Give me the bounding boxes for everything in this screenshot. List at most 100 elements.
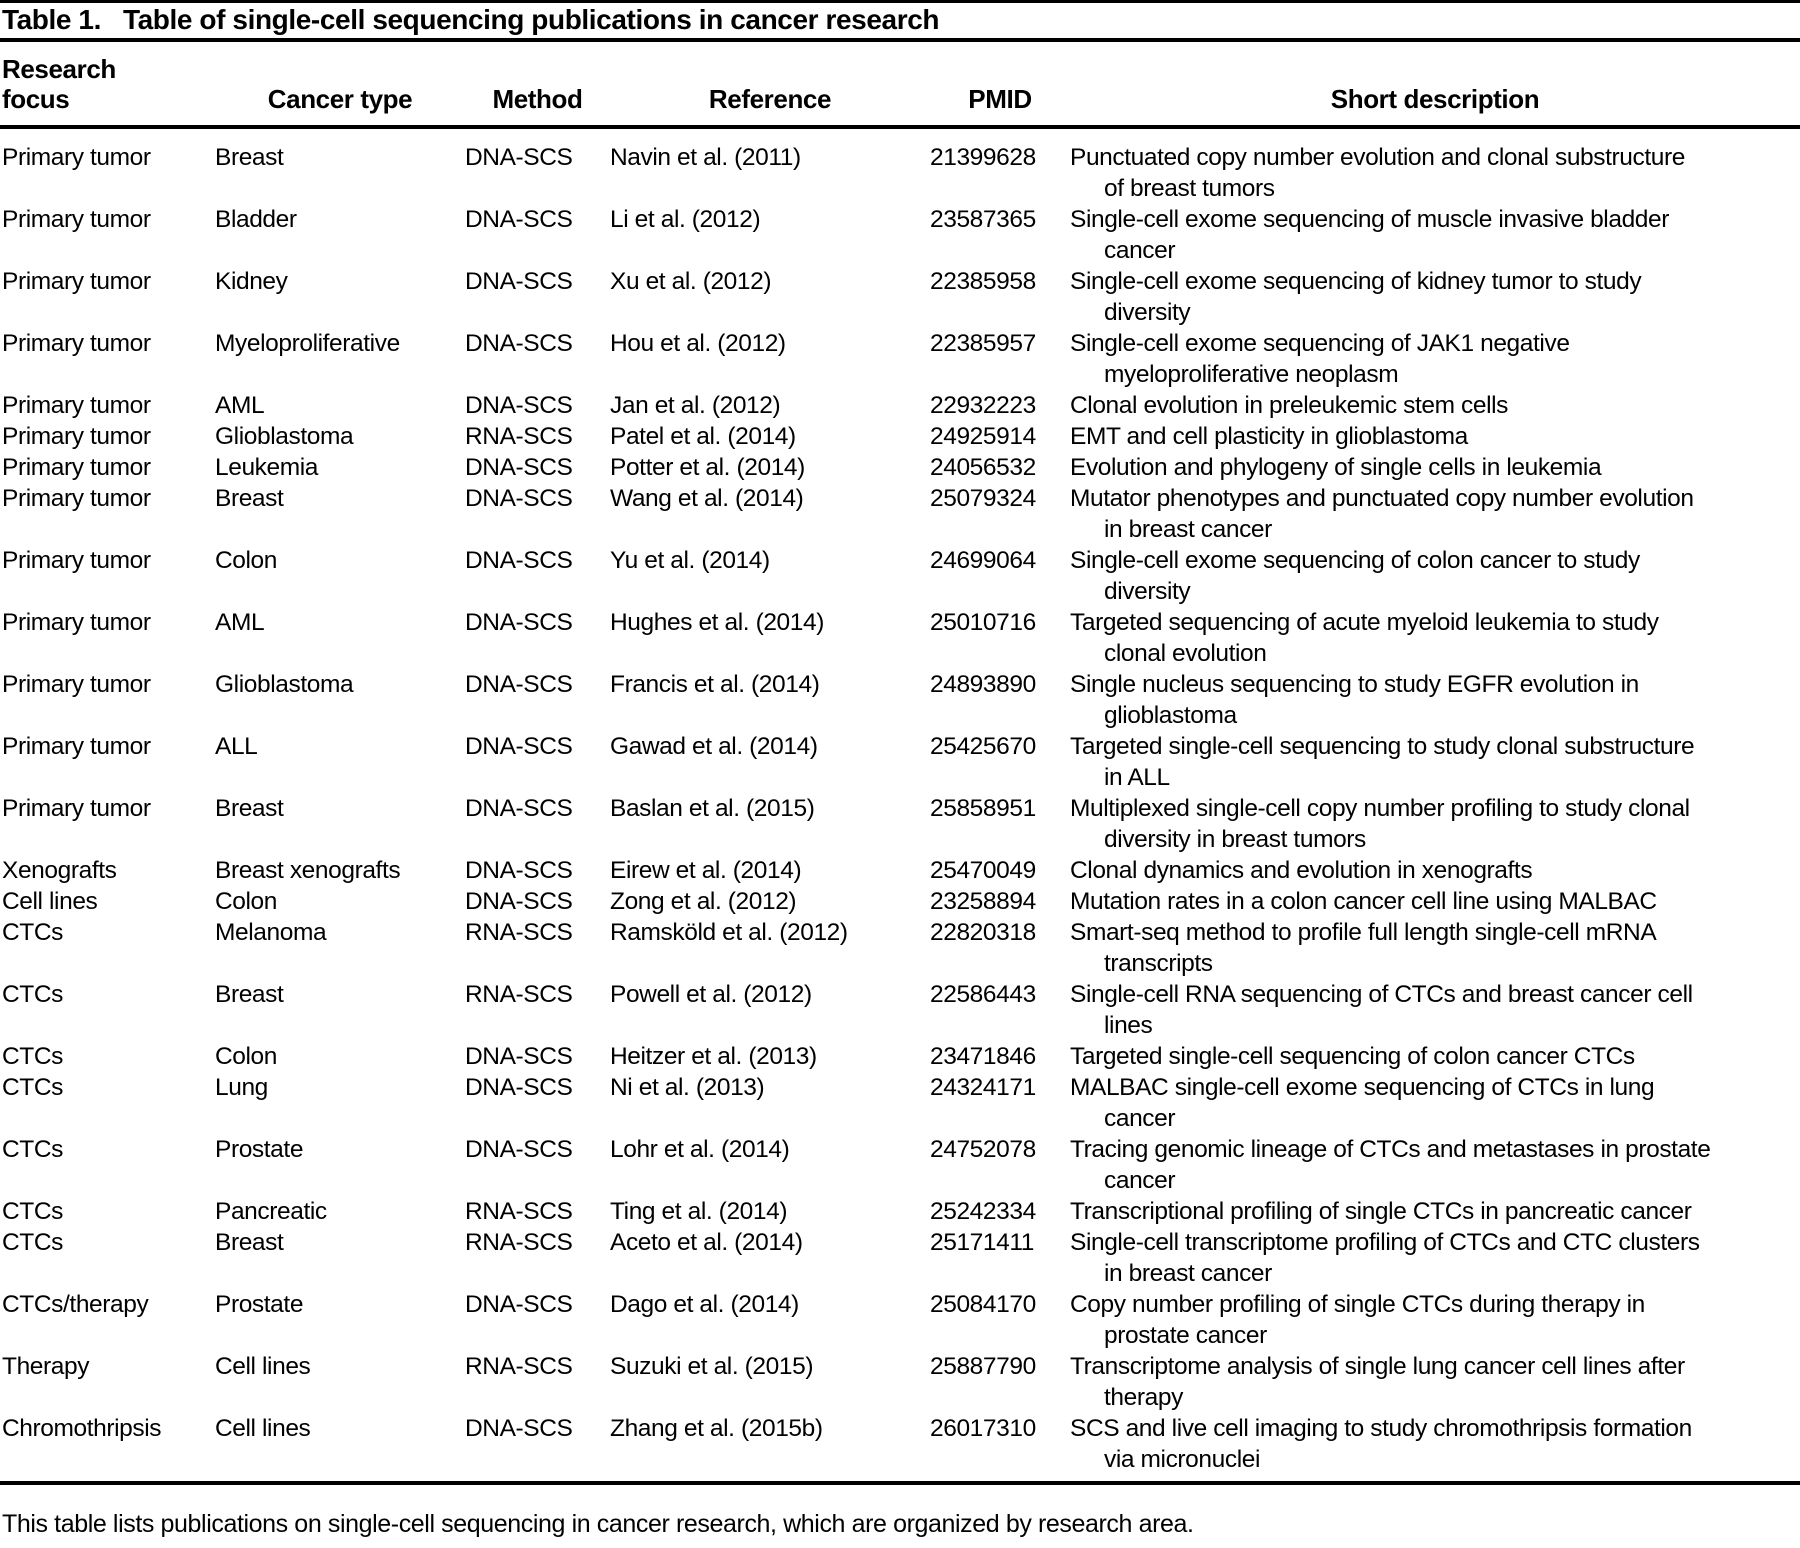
cell-pmid: 24056532: [930, 454, 1036, 481]
cell-pmid: 21399628: [930, 144, 1036, 171]
cell-method: RNA-SCS: [465, 1353, 573, 1380]
cell-method: RNA-SCS: [465, 423, 573, 450]
cell-method: DNA-SCS: [465, 1074, 573, 1101]
cell-pmid: 23471846: [930, 1043, 1036, 1070]
cell-method: DNA-SCS: [465, 144, 573, 171]
table-row: Primary tumor Glioblastoma DNA-SCS Franc…: [0, 669, 1800, 731]
cell-short-description: Copy number profiling of single CTCs dur…: [1070, 1291, 1645, 1349]
table-row: CTCs Breast RNA-SCS Powell et al. (2012)…: [0, 979, 1800, 1041]
table-row: CTCs Lung DNA-SCS Ni et al. (2013) 24324…: [0, 1072, 1800, 1134]
cell-method: DNA-SCS: [465, 268, 573, 295]
column-header-pmid: PMID: [930, 42, 1070, 129]
table-title: Table of single-cell sequencing publicat…: [122, 4, 940, 35]
cell-reference: Navin et al. (2011): [610, 144, 801, 171]
column-header-short-description: Short description: [1070, 42, 1800, 129]
cell-pmid: 22820318: [930, 919, 1036, 946]
cell-pmid: 25242334: [930, 1198, 1036, 1225]
cell-pmid: 24752078: [930, 1136, 1036, 1163]
cell-reference: Zong et al. (2012): [610, 888, 797, 915]
cell-short-description: Multiplexed single-cell copy number prof…: [1070, 795, 1690, 853]
table-row: CTCs Colon DNA-SCS Heitzer et al. (2013)…: [0, 1041, 1800, 1072]
table-row: Primary tumor Breast DNA-SCS Wang et al.…: [0, 483, 1800, 545]
table-row: Cell lines Colon DNA-SCS Zong et al. (20…: [0, 886, 1800, 917]
cell-research-focus: CTCs: [2, 1229, 64, 1256]
cell-reference: Ting et al. (2014): [610, 1198, 788, 1225]
cell-cancer-type: Cell lines: [215, 1353, 311, 1380]
cell-method: DNA-SCS: [465, 454, 573, 481]
cell-short-description: Targeted single-cell sequencing to study…: [1070, 733, 1695, 791]
cell-research-focus: Primary tumor: [2, 423, 151, 450]
cell-short-description: SCS and live cell imaging to study chrom…: [1070, 1415, 1692, 1473]
cell-cancer-type: Myeloproliferative: [215, 330, 400, 357]
cell-research-focus: CTCs/therapy: [2, 1291, 149, 1318]
cell-research-focus: CTCs: [2, 1074, 64, 1101]
cell-method: DNA-SCS: [465, 795, 573, 822]
cell-short-description: Single-cell transcriptome profiling of C…: [1070, 1229, 1700, 1287]
cell-cancer-type: Pancreatic: [215, 1198, 327, 1225]
cell-cancer-type: Prostate: [215, 1136, 304, 1163]
cell-research-focus: CTCs: [2, 981, 64, 1008]
cell-short-description: Mutation rates in a colon cancer cell li…: [1070, 888, 1657, 915]
cell-pmid: 26017310: [930, 1415, 1036, 1442]
table-row: Xenografts Breast xenografts DNA-SCS Eir…: [0, 855, 1800, 886]
cell-reference: Francis et al. (2014): [610, 671, 820, 698]
cell-method: DNA-SCS: [465, 1291, 573, 1318]
cell-short-description: Single-cell exome sequencing of muscle i…: [1070, 206, 1670, 264]
cell-pmid: 25887790: [930, 1353, 1036, 1380]
cell-cancer-type: AML: [215, 609, 265, 636]
cell-method: DNA-SCS: [465, 609, 573, 636]
cell-cancer-type: Breast xenografts: [215, 857, 401, 884]
cell-method: RNA-SCS: [465, 1229, 573, 1256]
cell-short-description: Targeted sequencing of acute myeloid leu…: [1070, 609, 1659, 667]
table-row: Primary tumor Bladder DNA-SCS Li et al. …: [0, 204, 1800, 266]
cell-cancer-type: Colon: [215, 888, 278, 915]
cell-pmid: 23587365: [930, 206, 1036, 233]
cell-reference: Dago et al. (2014): [610, 1291, 799, 1318]
cell-pmid: 22586443: [930, 981, 1036, 1008]
cell-reference: Hou et al. (2012): [610, 330, 786, 357]
table-row: CTCs Prostate DNA-SCS Lohr et al. (2014)…: [0, 1134, 1800, 1196]
cell-short-description: EMT and cell plasticity in glioblastoma: [1070, 423, 1468, 450]
table-row: CTCs Melanoma RNA-SCS Ramsköld et al. (2…: [0, 917, 1800, 979]
cell-pmid: 25470049: [930, 857, 1036, 884]
cell-cancer-type: Breast: [215, 485, 284, 512]
cell-method: DNA-SCS: [465, 485, 573, 512]
cell-short-description: Transcriptional profiling of single CTCs…: [1070, 1198, 1692, 1225]
cell-research-focus: Primary tumor: [2, 144, 151, 171]
column-header-research-focus: Research focus: [0, 42, 215, 129]
cell-pmid: 24324171: [930, 1074, 1036, 1101]
cell-short-description: Single nucleus sequencing to study EGFR …: [1070, 671, 1639, 729]
cell-reference: Baslan et al. (2015): [610, 795, 815, 822]
cell-method: DNA-SCS: [465, 547, 573, 574]
cell-pmid: 25010716: [930, 609, 1036, 636]
cell-pmid: 23258894: [930, 888, 1036, 915]
cell-reference: Ramsköld et al. (2012): [610, 919, 848, 946]
cell-pmid: 22932223: [930, 392, 1036, 419]
cell-cancer-type: Leukemia: [215, 454, 319, 481]
cell-research-focus: Primary tumor: [2, 268, 151, 295]
header-row: Research focus Cancer type Method Refere…: [0, 42, 1800, 129]
column-header-reference: Reference: [610, 42, 930, 129]
table-row: Primary tumor ALL DNA-SCS Gawad et al. (…: [0, 731, 1800, 793]
cell-pmid: 24925914: [930, 423, 1036, 450]
cell-method: DNA-SCS: [465, 206, 573, 233]
table-row: Primary tumor Myeloproliferative DNA-SCS…: [0, 328, 1800, 390]
cell-method: DNA-SCS: [465, 857, 573, 884]
cell-pmid: 25171411: [930, 1229, 1034, 1256]
table-row: Chromothripsis Cell lines DNA-SCS Zhang …: [0, 1413, 1800, 1481]
cell-reference: Eirew et al. (2014): [610, 857, 802, 884]
cell-short-description: MALBAC single-cell exome sequencing of C…: [1070, 1074, 1655, 1132]
cell-cancer-type: Melanoma: [215, 919, 327, 946]
cell-pmid: 24699064: [930, 547, 1036, 574]
cell-cancer-type: Breast: [215, 1229, 284, 1256]
cell-reference: Jan et al. (2012): [610, 392, 781, 419]
cell-cancer-type: ALL: [215, 733, 258, 760]
cell-reference: Li et al. (2012): [610, 206, 761, 233]
cell-cancer-type: Bladder: [215, 206, 297, 233]
cell-pmid: 25084170: [930, 1291, 1036, 1318]
cell-short-description: Punctuated copy number evolution and clo…: [1070, 144, 1685, 202]
cell-cancer-type: Prostate: [215, 1291, 304, 1318]
cell-short-description: Single-cell exome sequencing of colon ca…: [1070, 547, 1640, 605]
cell-method: RNA-SCS: [465, 1198, 573, 1225]
table-row: Therapy Cell lines RNA-SCS Suzuki et al.…: [0, 1351, 1800, 1413]
